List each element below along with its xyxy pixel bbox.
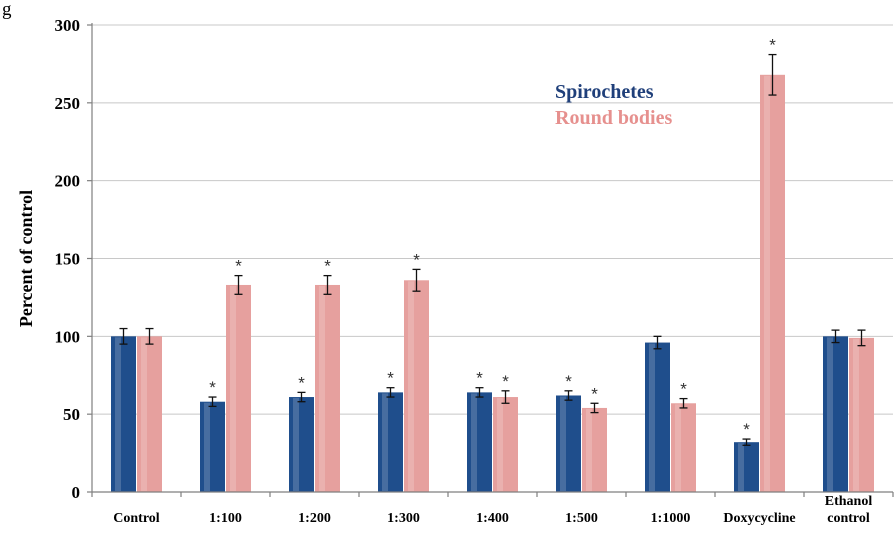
y-tick-label: 250	[55, 94, 81, 113]
bar-highlight	[764, 75, 770, 492]
x-tick-label: 1:500	[565, 511, 598, 526]
bar-highlight	[738, 443, 744, 491]
bar-highlight	[230, 285, 236, 491]
y-tick-label: 200	[55, 172, 81, 191]
significance-marker: *	[324, 257, 331, 276]
significance-marker: *	[565, 372, 572, 391]
bar-round-bodies	[582, 407, 607, 492]
significance-marker: *	[680, 380, 687, 399]
bar-spirochetes	[467, 392, 492, 492]
x-tick-label: 1:1000	[651, 511, 691, 526]
bar-round-bodies	[671, 403, 696, 492]
significance-marker: *	[476, 369, 483, 388]
significance-marker: *	[502, 372, 509, 391]
bar-highlight	[141, 337, 147, 491]
bar-highlight	[649, 343, 655, 491]
bar-round-bodies	[849, 337, 874, 492]
bar-highlight	[853, 338, 859, 491]
significance-marker: *	[769, 36, 776, 55]
x-tick-label: 1:100	[209, 511, 242, 526]
significance-markers: * * * * * * * * * * * * *	[209, 36, 776, 439]
bar-highlight	[497, 398, 503, 491]
bar-round-bodies	[315, 284, 340, 492]
bar-highlight	[408, 281, 414, 491]
x-tick-label: 1:200	[298, 511, 331, 526]
significance-marker: *	[591, 384, 598, 403]
bar-round-bodies	[404, 280, 429, 492]
legend: Spirochetes Round bodies	[555, 81, 672, 129]
significance-marker: *	[387, 369, 394, 388]
y-tick-label: 0	[72, 483, 81, 502]
bar-highlight	[204, 402, 210, 491]
bar-spirochetes	[200, 401, 225, 492]
x-tick-label: 1:300	[387, 511, 420, 526]
x-tick-label: Control	[113, 511, 160, 526]
x-tick-label: Doxycycline	[723, 511, 795, 526]
bar-round-bodies	[226, 284, 251, 492]
legend-entry-spirochetes: Spirochetes	[555, 81, 654, 103]
y-tick-label: 50	[63, 405, 80, 424]
bar-spirochetes	[734, 442, 759, 492]
legend-entry-round-bodies: Round bodies	[555, 107, 672, 129]
bar-round-bodies	[137, 336, 162, 492]
bar-spirochetes	[645, 342, 670, 492]
bar-highlight	[675, 404, 681, 491]
bar-spirochetes	[289, 397, 314, 492]
bar-highlight	[319, 285, 325, 491]
bar-round-bodies	[493, 397, 518, 492]
significance-marker: *	[413, 250, 420, 269]
bar-spirochetes	[378, 392, 403, 492]
bars-group	[111, 74, 874, 493]
bar-highlight	[827, 337, 833, 491]
y-tick-labels: 0 50 100 150 200 250 300	[55, 16, 81, 502]
bar-spirochetes	[111, 336, 136, 492]
significance-marker: *	[298, 373, 305, 392]
x-tick-label: 1:400	[476, 511, 509, 526]
y-axis-title: Percent of control	[16, 190, 36, 327]
bar-highlight	[471, 393, 477, 491]
bar-highlight	[115, 337, 121, 491]
bar-round-bodies	[760, 74, 785, 493]
x-tick-label: Ethanol control	[825, 494, 873, 526]
bar-spirochetes	[823, 336, 848, 492]
error-bars-group	[119, 53, 866, 446]
significance-marker: *	[743, 420, 750, 439]
y-tick-label: 300	[55, 16, 81, 35]
axes	[87, 23, 894, 497]
gridlines	[92, 24, 893, 415]
significance-marker: *	[235, 257, 242, 276]
bar-highlight	[382, 393, 388, 491]
y-tick-label: 150	[55, 250, 81, 269]
bar-spirochetes	[556, 395, 581, 492]
bar-highlight	[293, 398, 299, 491]
bar-highlight	[586, 408, 592, 491]
header-fragment: g	[2, 0, 12, 20]
significance-marker: *	[209, 378, 216, 397]
x-tick-labels: Control 1:100 1:200 1:300 1:400 1:500 1:1000 Do…	[113, 494, 872, 526]
bar-highlight	[560, 396, 566, 491]
y-tick-label: 100	[55, 327, 81, 346]
